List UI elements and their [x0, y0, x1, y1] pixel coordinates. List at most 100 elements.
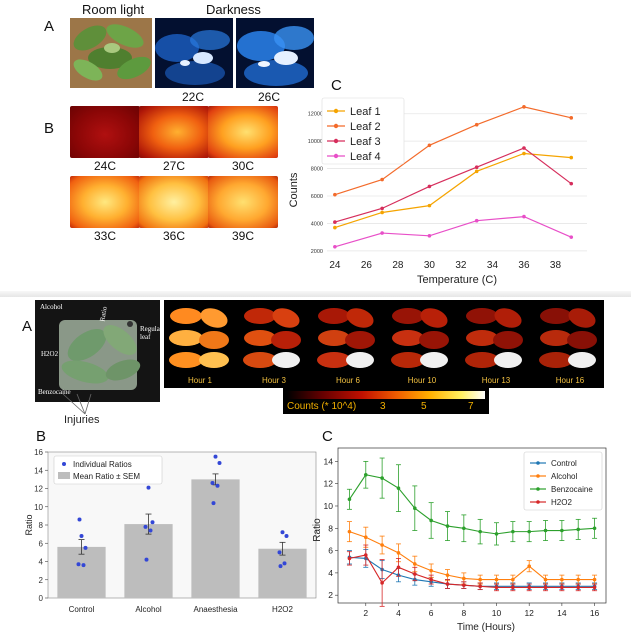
- temp-xtick-28: 28: [392, 260, 404, 271]
- top-panel-a-letter: A: [44, 18, 55, 35]
- time-legend-marker-h2o2: [536, 500, 540, 504]
- time-point-h2o2-12: [527, 585, 531, 590]
- time-ytick-10: 10: [324, 501, 334, 511]
- time-point-h2o2-1: [347, 556, 352, 561]
- temp-ytick-4000: 4000: [311, 221, 323, 227]
- bar-dot-control-1: [83, 545, 88, 550]
- figure-divider: [0, 291, 631, 297]
- bar-ytick-14: 14: [34, 466, 43, 475]
- temp-point-leaf-1-24: [333, 225, 337, 230]
- temp-point-leaf-2-33: [474, 122, 479, 127]
- thermal-image-30c: [208, 106, 278, 158]
- thermal-image-24c: [70, 106, 140, 158]
- bar-dot-anaesthesia-2: [210, 481, 215, 486]
- mean-ratio-bar-chart: 0 2 4 6 8 10 12 14 16 Control Alcohol Anaesthesia H2…: [24, 448, 317, 614]
- time-point-alcohol-7: [445, 573, 450, 577]
- bottom-panel-c-letter: C: [322, 428, 333, 445]
- time-xtick-16: 16: [590, 608, 600, 618]
- time-xtick-14: 14: [557, 608, 567, 618]
- bar-legend-label-individual: Individual Ratios: [73, 460, 132, 469]
- temp-legend-marker-leaf-4: [333, 153, 339, 159]
- colorbar: Counts (* 10^4) 3 5 7: [283, 388, 489, 414]
- bar-control: [57, 546, 106, 598]
- darkness-caption-26c: 26C: [258, 90, 281, 104]
- time-point-alcohol-14: [560, 577, 564, 582]
- temp-ytick-6000: 6000: [311, 194, 323, 200]
- room-light-photo: [70, 18, 152, 88]
- time-legend-label-benzocaine: Benzocaine: [551, 485, 593, 494]
- temp-point-leaf-4-27: [380, 231, 384, 235]
- bottom-panel-a-letter: A: [22, 318, 33, 335]
- time-point-h2o2-4: [396, 565, 401, 570]
- time-series-alcohol: [349, 531, 595, 581]
- temp-chart-xlabel: Temperature (C): [417, 274, 497, 286]
- photo-label-h2o2: H2O2: [41, 350, 59, 358]
- bottom-panel-b-letter: B: [36, 428, 47, 445]
- time-point-alcohol-12: [527, 564, 531, 569]
- temp-point-leaf-3-24: [333, 220, 337, 224]
- colorbar-tick-5: 5: [421, 401, 427, 412]
- darkness-photo-26c: [236, 18, 314, 88]
- colorbar-gradient: [287, 391, 485, 399]
- time-ytick-8: 8: [328, 523, 333, 533]
- time-point-benzocaine-14: [560, 528, 564, 533]
- temp-xtick-32: 32: [455, 260, 467, 271]
- injuries-label: Injuries: [64, 414, 100, 426]
- temp-point-leaf-4-36: [522, 214, 526, 219]
- temp-point-leaf-1-30: [427, 203, 432, 208]
- time-point-benzocaine-9: [478, 529, 482, 534]
- time-point-benzocaine-16: [592, 526, 597, 531]
- temp-series-leaf-4: [334, 215, 572, 248]
- bar-legend-box: [53, 455, 163, 485]
- colorbar-tick-3: 3: [380, 401, 386, 412]
- colorbar-label: Counts (* 10^4): [287, 401, 357, 412]
- thermal-label-27c: 27C: [162, 159, 185, 173]
- darkness-header: Darkness: [206, 2, 261, 17]
- temp-point-leaf-1-27: [380, 210, 384, 215]
- time-point-h2o2-10: [494, 585, 499, 590]
- thermal-image-39c: [208, 176, 278, 228]
- hour-13-leaves: [465, 308, 523, 368]
- time-point-h2o2-13: [543, 585, 548, 590]
- bar-ytick-10: 10: [34, 503, 43, 512]
- ratio-vs-time-chart: 2 4 6 8 10 12 14 2 4 6 8 10 12 14 16 Control Alcohol Ben…: [312, 447, 607, 633]
- counts-vs-temperature-chart: 2000 4000 6000 8000 10000 12000 24 26 28 30 32 34 36…: [288, 97, 587, 286]
- bar-ytick-12: 12: [34, 485, 43, 494]
- bar-dot-anaesthesia-1: [217, 460, 222, 465]
- temp-point-leaf-2-27: [380, 177, 384, 182]
- temp-legend-label-leaf-4: Leaf 4: [350, 151, 381, 163]
- hourly-thermal-strip: [164, 300, 604, 388]
- temp-point-leaf-2-30: [427, 143, 432, 148]
- time-point-alcohol-5: [413, 562, 417, 566]
- room-light-header: Room light: [82, 2, 145, 17]
- temp-legend-label-leaf-1: Leaf 1: [350, 106, 381, 118]
- bar-chart-ylabel: Ratio: [24, 514, 34, 535]
- bar-dot-h2o2-1: [284, 533, 289, 538]
- time-point-alcohol-2: [363, 535, 368, 540]
- temp-xtick-34: 34: [487, 260, 499, 271]
- time-point-alcohol-9: [478, 577, 482, 582]
- bar-dot-alcohol-0: [146, 485, 151, 490]
- time-point-alcohol-10: [494, 577, 499, 582]
- bar-dot-anaesthesia-4: [211, 501, 216, 506]
- time-legend-box: [523, 451, 603, 511]
- temp-legend-label-leaf-3: Leaf 3: [350, 136, 381, 148]
- temp-point-leaf-4-33: [474, 218, 479, 223]
- bar-dot-alcohol-4: [144, 557, 149, 562]
- temp-point-leaf-1-33: [474, 169, 479, 174]
- time-point-benzocaine-15: [576, 527, 581, 532]
- time-series-benzocaine: [348, 474, 595, 535]
- hour-6-leaves: [317, 308, 375, 368]
- time-point-benzocaine-6: [429, 518, 433, 523]
- time-point-benzocaine-8: [462, 526, 466, 531]
- hour-3-leaves: [243, 308, 301, 368]
- bar-dot-h2o2-0: [280, 530, 285, 535]
- time-point-h2o2-5: [413, 572, 417, 576]
- temp-legend-marker-leaf-2: [333, 123, 339, 129]
- time-point-benzocaine-4: [396, 486, 401, 490]
- bar-ytick-8: 8: [39, 521, 44, 530]
- bar-ytick-16: 16: [34, 448, 43, 457]
- time-legend-label-control: Control: [551, 459, 577, 468]
- temp-point-leaf-3-36: [522, 146, 526, 150]
- temp-legend-marker-leaf-1: [333, 108, 339, 114]
